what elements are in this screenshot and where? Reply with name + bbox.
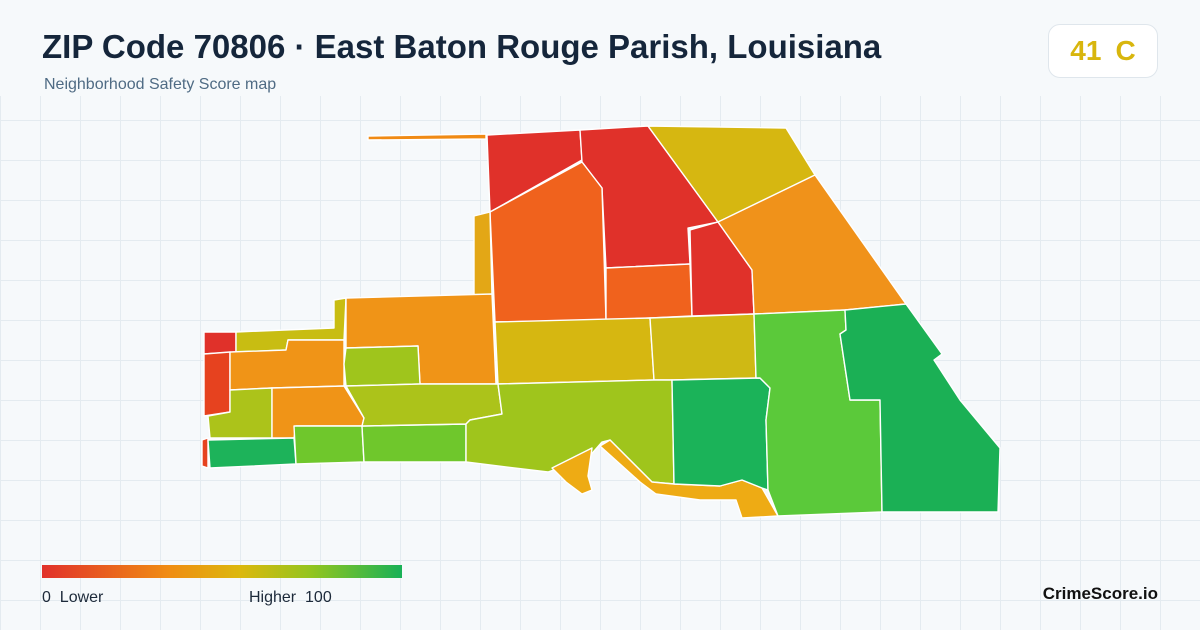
map-region[interactable]	[599, 439, 779, 519]
map-region[interactable]	[489, 161, 607, 323]
page-title: ZIP Code 70806 · East Baton Rouge Parish…	[42, 28, 882, 65]
map-region[interactable]	[201, 437, 209, 469]
map-region[interactable]	[605, 263, 693, 321]
map-region[interactable]	[361, 423, 467, 463]
map-region[interactable]	[343, 345, 421, 387]
legend-low-value: 0	[42, 589, 51, 606]
brand-logo-text[interactable]: CrimeScore.io	[1042, 584, 1158, 603]
legend-high: Higher 100	[249, 589, 332, 607]
map-region[interactable]	[494, 317, 655, 385]
map-region[interactable]	[839, 303, 1001, 513]
safety-score-badge: 41 C	[1048, 24, 1158, 78]
legend-high-label: Higher	[249, 589, 297, 606]
map-region[interactable]	[207, 437, 297, 469]
legend-gradient-bar	[42, 565, 402, 578]
legend-high-value: 100	[305, 589, 332, 606]
map-region[interactable]	[649, 313, 757, 381]
legend-low: 0 Lower	[42, 589, 103, 607]
legend-low-label: Lower	[59, 589, 104, 606]
map-region[interactable]	[203, 351, 231, 417]
score-value: 41	[1070, 35, 1102, 66]
map-region[interactable]	[473, 211, 493, 299]
map-region[interactable]	[551, 447, 593, 495]
map-region[interactable]	[203, 331, 237, 355]
header-band	[0, 0, 1200, 96]
score-grade: C	[1115, 35, 1136, 66]
map-region[interactable]	[671, 377, 771, 491]
map-region[interactable]	[367, 133, 487, 141]
map-region[interactable]	[293, 425, 365, 465]
page-subtitle: Neighborhood Safety Score map	[44, 76, 277, 93]
